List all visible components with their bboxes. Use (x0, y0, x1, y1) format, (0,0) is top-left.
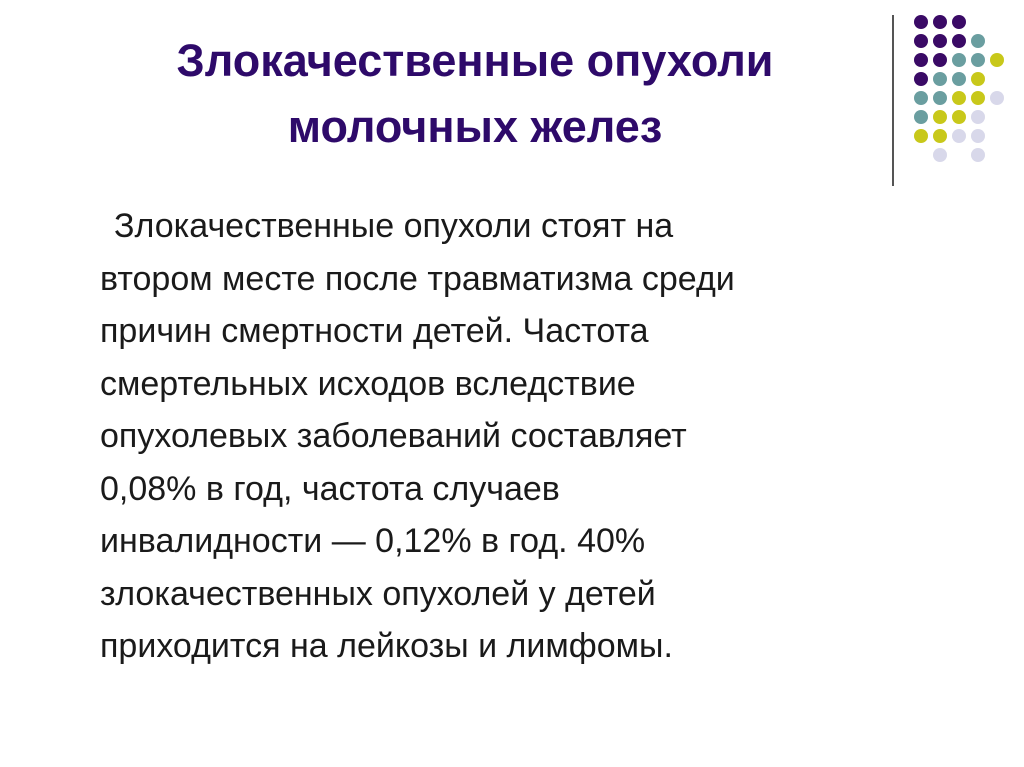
body-line: втором месте после травматизма среди (100, 259, 735, 298)
decorative-dot (914, 53, 928, 67)
slide-title: Злокачественные опухоли молочных желез (60, 28, 890, 160)
decorative-dot (971, 129, 985, 143)
title-line-1: Злокачественные опухоли (176, 35, 774, 86)
decorative-dot (933, 148, 947, 162)
decorative-dot (933, 72, 947, 86)
decorative-dot (952, 129, 966, 143)
decorative-dot-grid (914, 15, 1004, 162)
decorative-dot (971, 91, 985, 105)
decorative-dot (933, 15, 947, 29)
title-line-2: молочных желез (287, 101, 663, 152)
decorative-dot (971, 53, 985, 67)
decorative-dot (933, 34, 947, 48)
decorative-dot (914, 15, 928, 29)
decorative-dot (933, 91, 947, 105)
decorative-dot (952, 91, 966, 105)
decorative-dot (971, 34, 985, 48)
decorative-dot (971, 72, 985, 86)
decorative-dot (952, 34, 966, 48)
decorative-dot (971, 148, 985, 162)
body-line: злокачественных опухолей у детей (100, 574, 656, 613)
decorative-dot (952, 72, 966, 86)
decorative-dot (990, 53, 1004, 67)
body-line: опухолевых заболеваний составляет (100, 417, 687, 455)
divider-line (892, 15, 894, 186)
decorative-dot (952, 110, 966, 124)
decorative-dot (933, 53, 947, 67)
body-line: приходится на лейкозы и лимфомы. (100, 627, 673, 665)
decorative-dot (914, 91, 928, 105)
decorative-dot (952, 53, 966, 67)
decorative-dot (914, 34, 928, 48)
body-line: смертельных исходов вследствие (100, 364, 636, 403)
decorative-dot (914, 72, 928, 86)
slide-body-text: Злокачественные опухоли стоят на втором … (100, 200, 735, 673)
body-line: Злокачественные опухоли стоят на (114, 207, 674, 245)
body-line: причин смертности детей. Частота (100, 312, 649, 350)
decorative-dot (914, 110, 928, 124)
decorative-dot (990, 91, 1004, 105)
decorative-dot (933, 110, 947, 124)
decorative-dot (933, 129, 947, 143)
decorative-dot (971, 110, 985, 124)
body-line: инвалидности — 0,12% в год. 40% (100, 522, 646, 560)
body-line: 0,08% в год, частота случаев (100, 469, 560, 508)
decorative-dot (952, 15, 966, 29)
decorative-dot (914, 129, 928, 143)
